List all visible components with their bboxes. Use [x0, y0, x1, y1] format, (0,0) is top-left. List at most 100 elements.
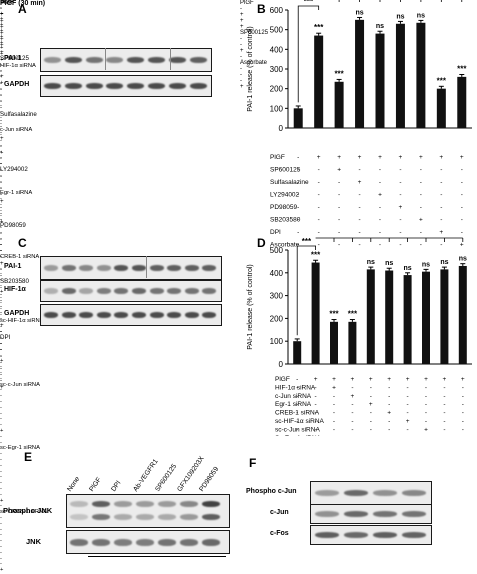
- panel-a-cond-label: SB203580: [0, 278, 29, 286]
- panel-c-cond-sign: -: [0, 387, 2, 394]
- blot-band: [148, 83, 165, 89]
- cond-sign: -: [370, 426, 372, 433]
- blot-band: [184, 265, 199, 271]
- blot-band: [79, 288, 94, 294]
- cond-sign: -: [399, 167, 401, 174]
- panel-c-cond-sign: -: [0, 375, 2, 382]
- cond-sign: +: [314, 376, 318, 383]
- cond-sign: +: [369, 401, 373, 408]
- row-label: PAI-1: [4, 55, 22, 62]
- significance-label: ***: [457, 65, 467, 74]
- panel-c-cond-sign: -: [0, 462, 2, 469]
- panel-f-cond-sign: -: [240, 6, 242, 12]
- panel-a-cond-sign: -: [0, 172, 3, 180]
- cond-sign: -: [358, 229, 360, 236]
- blot-band: [44, 288, 58, 294]
- cond-sign: -: [440, 167, 442, 174]
- cond-sign: -: [425, 418, 427, 425]
- bar: [436, 88, 446, 128]
- bar: [403, 275, 412, 364]
- panel-f-cond-sign: +: [240, 12, 244, 18]
- panel-c-cond-sign: -: [0, 74, 2, 81]
- cond-sign: -: [358, 192, 360, 199]
- panel-a-cond-sign: -: [0, 340, 3, 348]
- bar: [395, 23, 405, 129]
- panel-c-cond-sign: -: [0, 236, 2, 243]
- cond-sign: +: [399, 154, 403, 161]
- blot-band: [189, 57, 207, 63]
- cond-sign: -: [296, 393, 298, 400]
- cond-sign: -: [333, 426, 335, 433]
- row-label: GAPDH: [4, 81, 30, 88]
- cond-sign: -: [462, 426, 464, 433]
- cond-label: SB203580: [270, 217, 301, 224]
- panel-a-cond-sign: +: [0, 383, 4, 391]
- significance-label: ns: [440, 259, 448, 266]
- panel-c-cond-sign: -: [0, 248, 2, 255]
- blot-band: [96, 265, 111, 271]
- footer-label: PlGF (30 min): [0, 0, 46, 7]
- cond-sign: -: [420, 167, 422, 174]
- blot-band: [168, 57, 186, 63]
- panel-a-cond-sign: -: [0, 67, 3, 75]
- panel-a-cond-sign: -: [0, 191, 3, 199]
- blot-band: [127, 57, 145, 63]
- bracket-significance: ***: [304, 0, 314, 6]
- panel-c-cond-sign: -: [0, 503, 2, 510]
- significance-label: ns: [422, 261, 430, 268]
- bar: [416, 22, 426, 128]
- cond-sign: -: [351, 401, 353, 408]
- cond-sign: -: [388, 401, 390, 408]
- panel-a-cond-sign: -: [0, 352, 3, 360]
- blot-band: [373, 490, 397, 496]
- panel-f-cond-sign: +: [240, 18, 244, 24]
- panel-c-cond-sign: -: [0, 335, 2, 342]
- panel-c-cond-sign: +: [0, 358, 4, 365]
- panel-f-cond-sign: -: [240, 54, 242, 60]
- cond-label: PlGF: [270, 154, 285, 161]
- panel-c-cond-sign: -: [0, 352, 2, 359]
- panel-a-cond-sign: +: [0, 135, 4, 143]
- panel-c-cond-sign: -: [0, 364, 2, 371]
- y-tick-label: 300: [270, 65, 284, 74]
- bar: [334, 81, 344, 128]
- panel-c-cond-sign: -: [0, 474, 2, 481]
- panel-c-cond-sign: -: [0, 491, 2, 498]
- blot-band: [344, 490, 368, 496]
- cond-label: Sulfasalazine: [270, 179, 309, 186]
- cond-sign: -: [358, 167, 360, 174]
- cond-sign: -: [443, 410, 445, 417]
- panel-c-cond-sign: -: [0, 294, 2, 301]
- cond-sign: -: [407, 393, 409, 400]
- blot-band: [61, 265, 76, 271]
- cond-sign: -: [425, 410, 427, 417]
- panel-c-cond-sign: +: [0, 33, 4, 40]
- panel-a-cond-sign: -: [0, 147, 3, 155]
- panel-a-cond-sign: +: [0, 17, 4, 25]
- blot-band: [44, 312, 58, 318]
- panel-c-cond-sign: +: [0, 80, 4, 87]
- row-label: Phospho c-Jun: [246, 488, 297, 495]
- blot-box: [40, 75, 212, 97]
- panel-c-cond-sign: -: [0, 422, 2, 429]
- panel-a-cond-label: LY294002: [0, 166, 28, 174]
- panel-a-cond-sign: -: [0, 265, 3, 273]
- cond-sign: -: [297, 179, 299, 186]
- lane-label: PD98059: [198, 465, 221, 493]
- panel-c-cond-sign: -: [0, 143, 2, 150]
- panel-c-cond-sign: -: [0, 265, 2, 272]
- panel-f-letter: F: [249, 456, 257, 470]
- cond-sign: +: [332, 384, 336, 391]
- significance-label: ***: [329, 310, 339, 319]
- cond-sign: -: [407, 410, 409, 417]
- cond-sign: -: [297, 204, 299, 211]
- panel-f-cond-sign: -: [240, 72, 242, 78]
- cond-sign: -: [315, 435, 317, 436]
- cond-label: PlGF: [275, 376, 290, 383]
- blot-band: [136, 514, 154, 520]
- significance-label: ***: [314, 23, 324, 32]
- panel-f-cond-label: SP600125: [240, 30, 269, 36]
- blot-band: [180, 501, 198, 507]
- panel-c-cond-sign: +: [0, 22, 4, 29]
- blot-band: [96, 288, 111, 294]
